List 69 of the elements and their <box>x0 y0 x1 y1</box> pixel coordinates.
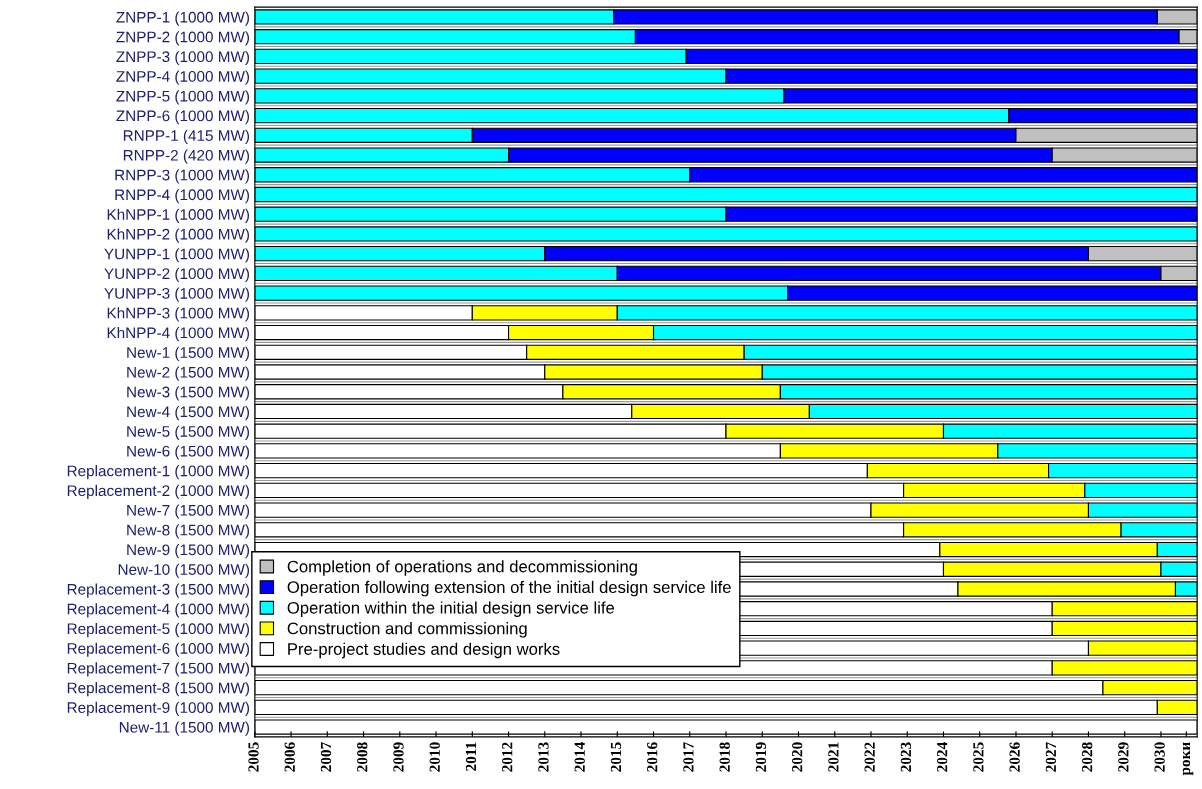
y-tick-label: RNPP-4 (1000 MW) <box>115 188 250 204</box>
y-tick-label: ZNPP-3 (1000 MW) <box>116 50 250 66</box>
x-tick-label: 2030 <box>1154 742 1165 772</box>
x-tick-label: 2022 <box>864 742 875 772</box>
legend-label: Construction and commissioning <box>287 622 527 638</box>
x-tick-label: 2011 <box>465 742 477 771</box>
x-tick-label: 2023 <box>900 742 912 772</box>
y-tick-label: Replacement-2 (1000 MW) <box>67 484 250 500</box>
x-tick-label: 2024 <box>936 742 948 772</box>
x-tick-label: 2026 <box>1009 742 1020 772</box>
y-tick-label: New-4 (1500 MW) <box>127 405 250 421</box>
y-tick-label: RNPP-2 (420 MW) <box>123 149 250 164</box>
x-tick-label: 2007 <box>320 742 332 772</box>
y-tick-label: New-9 (1500 MW) <box>127 544 250 559</box>
x-tick-label: 2017 <box>683 742 694 772</box>
x-tick-label: 2010 <box>429 742 440 772</box>
x-tick-label: 2021 <box>828 742 839 772</box>
x-tick-label: 2006 <box>284 742 295 772</box>
x-tick-label: 2008 <box>357 742 368 772</box>
x-tick-label: 2005 <box>248 742 259 772</box>
y-tick-label: ZNPP-1 (1000 MW) <box>116 11 250 26</box>
x-tick-label: 2014 <box>574 742 585 772</box>
legend-label: Pre-project studies and design works <box>288 642 560 659</box>
y-tick-label: ZNPP-6 (1000 MW) <box>116 110 250 125</box>
y-tick-label: New-3 (1500 MW) <box>127 386 250 401</box>
legend-label: Operation within the initial design service life <box>287 601 615 617</box>
x-tick-label: 2025 <box>973 742 984 772</box>
y-tick-label: ZNPP-2 (1000 MW) <box>116 31 250 46</box>
y-tick-label: New-11 (1500 MW) <box>119 721 250 736</box>
y-tick-label: Replacement-7 (1500 MW) <box>67 662 250 677</box>
y-tick-label: KhNPP-1 (1000 MW) <box>107 208 250 223</box>
y-tick-label: ZNPP-5 (1000 MW) <box>116 90 250 105</box>
y-tick-label: New-10 (1500 MW) <box>118 563 250 578</box>
x-tick-label: роки <box>1182 742 1194 776</box>
y-tick-label: YUNPP-2 (1000 MW) <box>104 267 250 283</box>
y-tick-label: KhNPP-3 (1000 MW) <box>107 307 250 322</box>
x-tick-label: 2013 <box>538 742 549 772</box>
x-tick-label: 2015 <box>610 742 622 772</box>
y-tick-label: Replacement-9 (1000 MW) <box>67 701 250 717</box>
y-tick-label: KhNPP-4 (1000 MW) <box>107 327 250 342</box>
y-tick-label: Replacement-8 (1500 MW) <box>67 682 250 697</box>
x-tick-label: 2018 <box>719 742 730 772</box>
y-tick-label: New-8 (1500 MW) <box>127 524 250 539</box>
y-tick-label: New-2 (1500 MW) <box>127 366 250 381</box>
legend-label: Completion of operations and decommissioning <box>287 560 637 576</box>
y-tick-label: New-7 (1500 MW) <box>127 504 250 519</box>
y-tick-label: New-5 (1500 MW) <box>127 425 250 440</box>
x-tick-label: 2027 <box>1045 742 1057 772</box>
legend-label: Operation following extension of the initial design service life <box>287 580 731 597</box>
y-tick-label: New-6 (1500 MW) <box>127 445 250 460</box>
x-tick-label: 2012 <box>502 742 513 772</box>
y-tick-label: Replacement-6 (1000 MW) <box>67 642 250 657</box>
y-tick-label: Replacement-5 (1000 MW) <box>67 622 250 638</box>
y-tick-label: New-1 (1500 MW) <box>127 346 250 361</box>
x-tick-label: 2020 <box>792 742 803 772</box>
y-tick-label: ZNPP-4 (1000 MW) <box>116 70 250 85</box>
x-tick-label: 2009 <box>393 742 404 772</box>
y-tick-label: RNPP-3 (1000 MW) <box>115 169 250 184</box>
y-tick-label: Replacement-1 (1000 MW) <box>67 465 250 480</box>
x-tick-label: 2016 <box>647 742 658 772</box>
y-tick-label: RNPP-1 (415 MW) <box>123 129 250 145</box>
y-tick-label: KhNPP-2 (1000 MW) <box>107 228 250 243</box>
y-tick-label: Replacement-4 (1000 MW) <box>67 603 250 618</box>
y-tick-label: YUNPP-1 (1000 MW) <box>104 248 250 263</box>
x-tick-label: 2029 <box>1118 742 1129 772</box>
x-tick-label: 2028 <box>1081 742 1093 772</box>
y-tick-label: Replacement-3 (1500 MW) <box>67 583 250 598</box>
x-tick-label: 2019 <box>755 742 767 772</box>
y-tick-label: YUNPP-3 (1000 MW) <box>104 287 250 302</box>
